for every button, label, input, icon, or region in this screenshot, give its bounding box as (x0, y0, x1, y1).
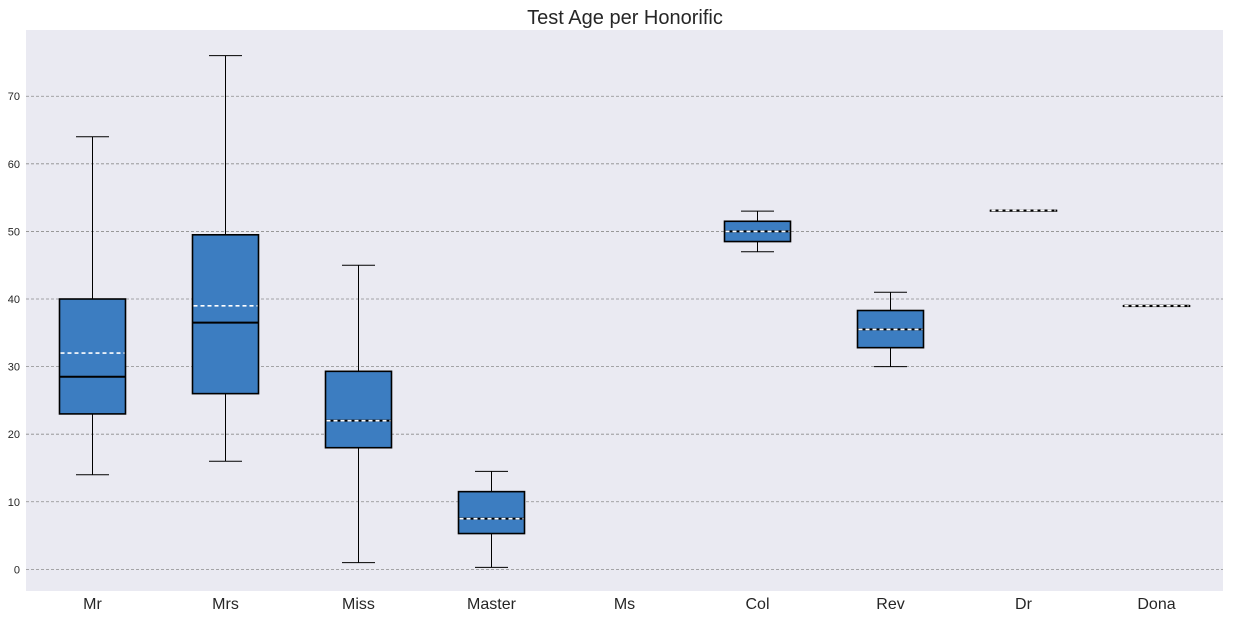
x-tick-label: Rev (876, 596, 904, 613)
x-tick-label: Dr (1015, 596, 1033, 613)
x-tick-label: Mr (83, 596, 102, 613)
x-axis-ticks: Mr Mrs Miss Master Ms Col Rev Dr Dona (83, 596, 1176, 613)
y-tick-label: 0 (14, 564, 20, 576)
box-miss (324, 264, 393, 564)
box-mrs (191, 55, 260, 462)
iqr-box (191, 233, 260, 395)
boxes (58, 55, 1191, 568)
y-tick-label: 20 (8, 429, 20, 441)
y-tick-label: 40 (8, 294, 20, 306)
box-col (723, 210, 792, 253)
y-tick-label: 50 (8, 226, 20, 238)
iqr-box (457, 490, 526, 535)
x-tick-label: Master (467, 596, 517, 613)
y-axis-ticks: 0 10 20 30 40 50 60 70 (8, 91, 20, 576)
x-tick-label: Miss (342, 596, 375, 613)
x-tick-label: Mrs (212, 596, 239, 613)
box-dr (989, 209, 1058, 212)
y-tick-label: 60 (8, 159, 20, 171)
y-tick-label: 70 (8, 91, 20, 103)
x-tick-label: Col (745, 596, 769, 613)
box-dona (1122, 304, 1191, 308)
chart-title: Test Age per Honorific (527, 7, 723, 29)
y-gridlines (26, 95, 1223, 570)
x-tick-label: Dona (1137, 596, 1175, 613)
iqr-box (58, 298, 127, 415)
box-master (457, 470, 526, 568)
box-rev (856, 291, 925, 368)
x-tick-label: Ms (614, 596, 635, 613)
y-tick-label: 30 (8, 362, 20, 374)
iqr-box (324, 370, 393, 449)
box-mr (58, 136, 127, 476)
y-tick-label: 10 (8, 497, 20, 509)
